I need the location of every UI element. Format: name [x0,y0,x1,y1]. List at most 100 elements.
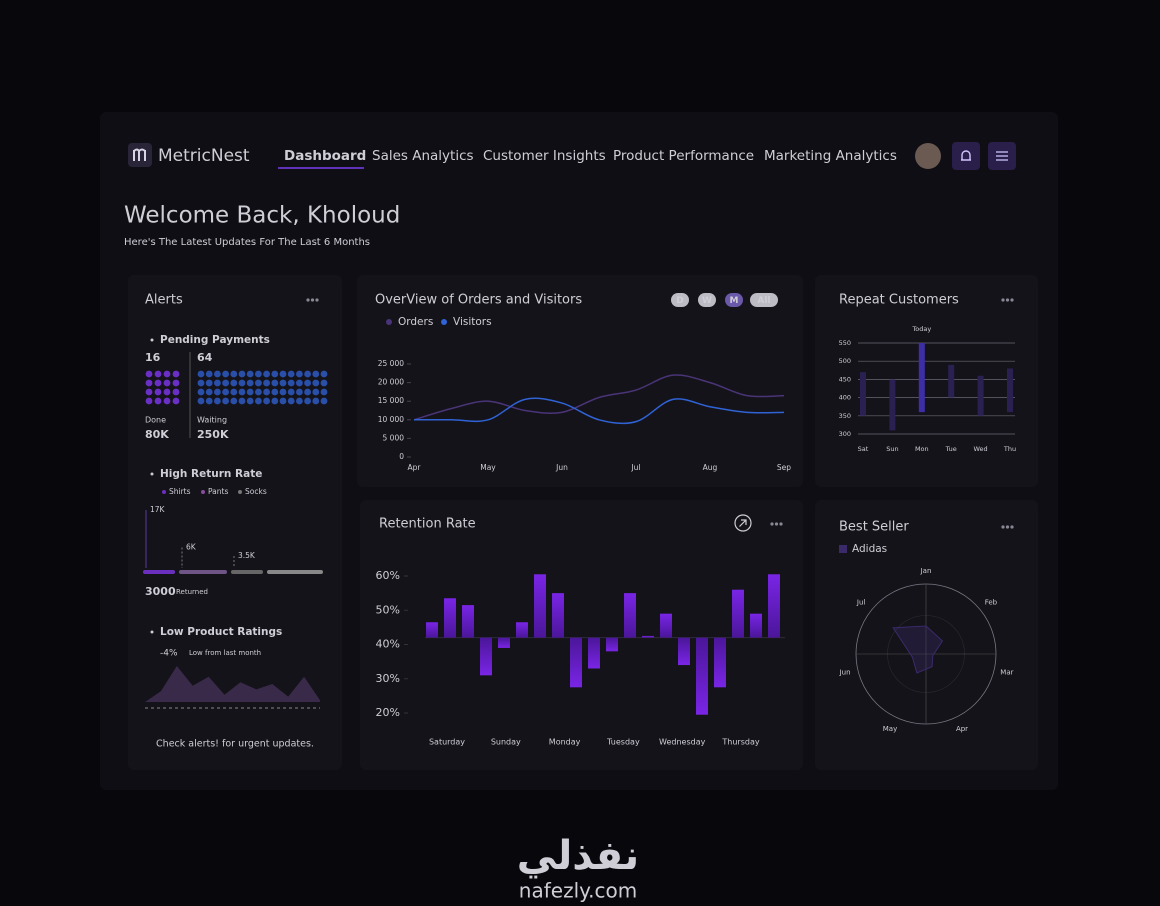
waiting-dot [287,388,295,396]
range-bar [1007,368,1013,413]
nav-link[interactable]: Product Performance [613,148,754,164]
waiting-dot [304,370,311,378]
return-segment [267,570,323,574]
y-tick-label: 0 [399,452,404,461]
retention-bar [498,637,510,648]
waiting-dot [296,379,303,387]
footer: Check alerts! for urgent updates. [156,739,314,750]
x-tick-label: Wednesday [659,738,706,747]
waiting-dot [296,388,303,396]
retention-bar [606,637,618,652]
nav-link[interactable]: Dashboard [284,148,366,164]
open-icon[interactable] [734,514,752,532]
waiting-dot [271,388,279,396]
x-tick-label: Monday [549,738,581,747]
more-icon [1001,525,1005,529]
menu-icon [996,151,1008,161]
range-bar [860,372,866,416]
waiting-dot [214,388,221,396]
waiting-dot [230,379,238,387]
more-icon [770,522,774,526]
nav-link[interactable]: Sales Analytics [372,148,474,164]
y-tick-label: 400 [839,394,851,402]
radar-area [892,625,944,674]
more-icon [774,522,779,526]
period-pill[interactable] [671,293,689,307]
waiting-dot [238,379,246,387]
value-label: 3.5K [238,551,256,560]
waiting-dot [205,370,213,378]
nav-link[interactable]: Marketing Analytics [764,148,897,164]
bell-button[interactable] [952,142,980,170]
y-tick-label: 5 000 [383,433,405,442]
legend-label: Visitors [453,316,492,328]
avatar[interactable] [915,143,941,169]
y-tick-label: 20 000 [378,378,404,387]
done-dot [145,370,153,378]
series-line [413,374,785,421]
alerts-card [128,275,342,770]
waiting-dot [246,397,254,405]
done-dot [145,379,153,387]
done-dot [154,397,162,405]
y-tick-label: 350 [839,412,851,420]
waiting-dot [214,379,221,387]
more-icon [1010,525,1014,529]
brand: MetricNest [158,146,250,166]
waiting-dot [214,397,221,405]
change: -4% [160,649,178,659]
retention-bar [696,637,708,715]
y-tick-label: 10 000 [378,415,404,424]
period-pill[interactable] [725,293,743,307]
more-icon [306,298,310,302]
period-pill[interactable] [750,293,778,307]
y-tick-label: 550 [839,339,851,347]
waiting-dot [296,397,303,405]
waiting-dot [279,379,287,387]
done-dot [172,379,180,387]
waiting-dot [238,397,246,405]
retention-bar [588,637,600,669]
y-tick-label: 25 000 [378,359,404,368]
legend-label: Orders [398,316,433,328]
waiting-dot [312,370,320,378]
total-label: Returned [176,588,208,596]
retention-bar [714,637,726,688]
done-dot [172,388,180,396]
annotation: Today [911,325,931,333]
waiting-dot [320,397,328,405]
retention-bar [624,593,636,638]
more-icon [1001,298,1005,302]
retention-card [360,500,803,770]
waiting-dot [246,370,254,378]
range-bar [977,375,984,416]
waiting-dot [255,370,262,378]
done-dot [163,397,171,405]
waiting-dot [263,370,270,378]
period-pill[interactable] [698,293,716,307]
retention-bar [642,635,654,638]
period-label: M [730,296,739,306]
range-bar [918,343,925,413]
waiting-dot [263,388,270,396]
x-tick-label: Sat [858,445,869,453]
waiting-dot [279,388,287,396]
card-title: Repeat Customers [839,293,959,308]
nav-link[interactable]: Customer Insights [483,148,606,164]
retention-bar [750,613,762,638]
waiting-dot [320,370,328,378]
done-dot [172,397,180,405]
waiting-dot [320,388,328,396]
waiting-dot [312,397,320,405]
retention-bar [480,637,492,676]
waiting-dot [246,379,254,387]
bullet [150,472,154,476]
retention-bar [516,622,528,638]
waiting-dot [279,370,287,378]
watermark-latin: nafezly.com [519,879,637,903]
return-segment [231,570,263,574]
waiting-dot [296,370,303,378]
welcome-title: Welcome Back, Kholoud [124,203,400,229]
x-tick-label: Jul [630,463,640,472]
